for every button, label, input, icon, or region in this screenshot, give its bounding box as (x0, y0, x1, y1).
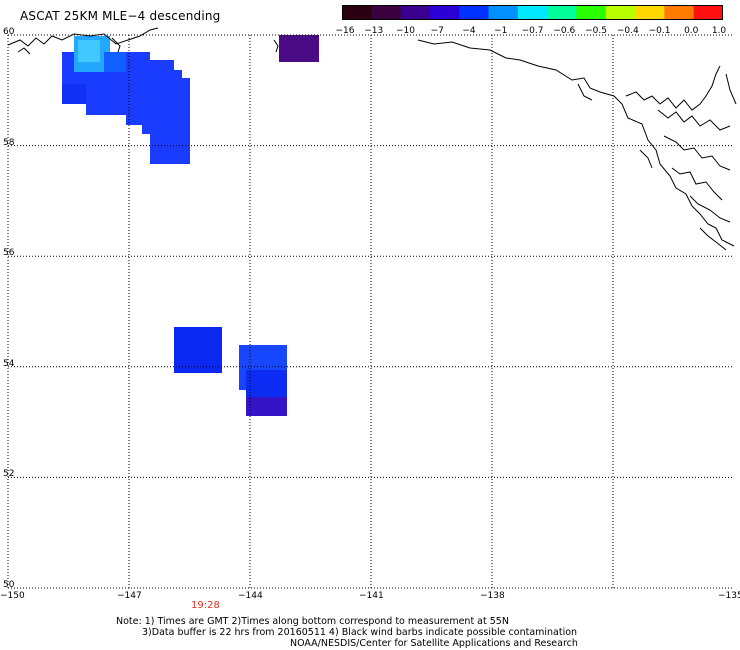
map-title: ASCAT 25KM MLE−4 descending (20, 9, 221, 23)
longitude-tick-label: −141 (359, 591, 384, 601)
colorbar-label: −4 (462, 26, 476, 36)
colorbar-cell (459, 5, 490, 20)
latitude-tick-label: 52 (3, 469, 15, 480)
coastline (7, 27, 737, 251)
swath-purple-north (279, 35, 319, 62)
note-line-1: Note: 1) Times are GMT 2)Times along bot… (116, 616, 509, 627)
colorbar-cell (429, 5, 460, 20)
colorbar-cell (517, 5, 548, 20)
colorbar-cell (635, 5, 665, 20)
colorbar-cell (605, 5, 636, 20)
colorbar-label: −0.1 (648, 26, 671, 36)
colorbar-cell (664, 5, 695, 20)
data-swaths (62, 35, 319, 416)
latitude-tick-label: 60 (3, 27, 15, 37)
colorbar-label: −0.5 (585, 26, 607, 36)
note-line-2: 3)Data buffer is 22 hrs from 20160511 4)… (142, 627, 578, 638)
longitude-tick-label: −135 (718, 591, 740, 601)
colorbar-cell (371, 5, 402, 20)
swath-south-west (174, 327, 222, 373)
colorbar (342, 5, 723, 20)
colorbar-label: −13 (364, 26, 384, 36)
swath-northwest (62, 36, 190, 164)
colorbar-label: −0.4 (616, 26, 639, 36)
colorbar-label: −0.7 (521, 26, 544, 36)
latitude-tick-label: 56 (3, 248, 15, 259)
longitude-tick-label: −138 (480, 591, 505, 601)
colorbar-cell (488, 5, 519, 20)
colorbar-cell (400, 5, 431, 20)
longitude-tick-label: −144 (238, 591, 263, 601)
colorbar-label: −10 (396, 26, 415, 36)
colorbar-label: −16 (335, 26, 355, 36)
colorbar-cell (576, 5, 607, 20)
latitude-tick-label: 54 (3, 358, 15, 369)
colorbar-label: 0.0 (684, 26, 699, 36)
gridlines (7, 34, 734, 589)
pass-time-label: 19:28 (191, 600, 220, 611)
note-line-3: NOAA/NESDIS/Center for Satellite Applica… (290, 638, 578, 649)
longitude-tick-label: −147 (117, 591, 142, 601)
colorbar-cell (547, 5, 578, 20)
longitude-tick-label: −150 (0, 591, 25, 601)
latitude-tick-label: 58 (3, 137, 15, 148)
colorbar-cell (693, 5, 723, 20)
colorbar-cell (342, 5, 372, 20)
swath-purple-south (246, 397, 287, 416)
colorbar-label: −1 (494, 26, 508, 36)
latitude-tick-label: 50 (3, 580, 15, 590)
colorbar-label: −0.6 (553, 26, 576, 36)
colorbar-label: −7 (430, 26, 444, 36)
colorbar-label: 1.0 (711, 26, 727, 36)
